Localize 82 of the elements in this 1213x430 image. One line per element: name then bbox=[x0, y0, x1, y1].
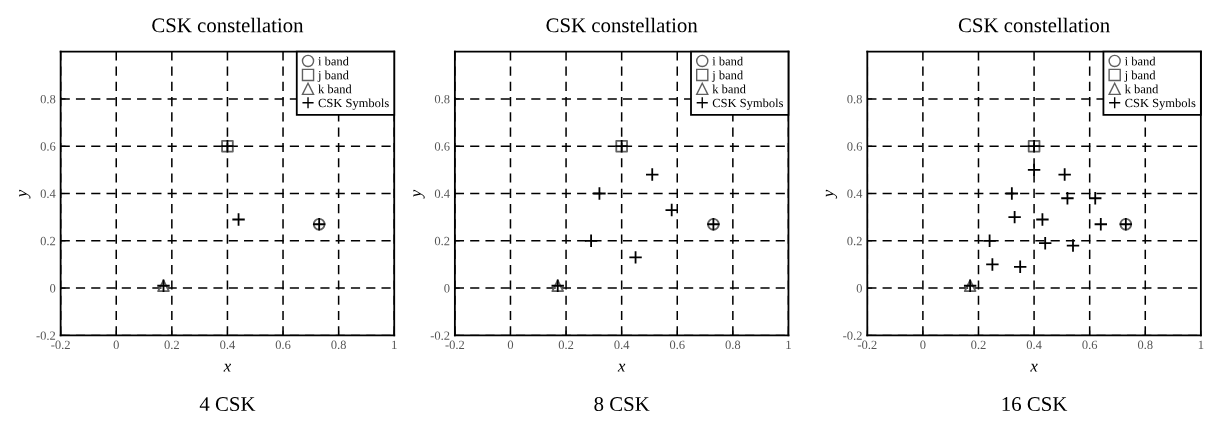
x-tick-label: 1 bbox=[1198, 340, 1204, 349]
x-axis-title: x bbox=[223, 363, 232, 372]
text: 8 CSK bbox=[594, 397, 650, 412]
x-tick-label: 0.6 bbox=[669, 340, 685, 350]
x-tick-label: 0.4 bbox=[1026, 340, 1042, 350]
x-tick-label: -0.2 bbox=[445, 340, 465, 350]
x-tick-label: 0.6 bbox=[1082, 340, 1098, 350]
legend-label: i band bbox=[318, 56, 349, 66]
y-tick-label: 0.4 bbox=[40, 189, 56, 199]
x-tick-label: 0.8 bbox=[725, 340, 741, 350]
x-tick-label: 0 bbox=[507, 340, 514, 350]
x-tick-label: -0.2 bbox=[857, 340, 877, 350]
point bbox=[1038, 236, 1053, 251]
y-tick-label: 0.2 bbox=[847, 236, 862, 246]
point bbox=[664, 202, 679, 218]
legend-label: j band bbox=[711, 70, 743, 82]
x-tick-label: 0.8 bbox=[1137, 340, 1153, 350]
y-axis-title: y bbox=[825, 189, 838, 199]
point bbox=[592, 186, 607, 201]
point bbox=[231, 212, 246, 227]
x-tick-label: 0.6 bbox=[275, 340, 291, 350]
x-tick-label: 1 bbox=[392, 340, 397, 349]
point bbox=[1007, 210, 1022, 225]
y-tick-label: 0.2 bbox=[40, 236, 56, 246]
x-tick-label: 0.2 bbox=[971, 340, 986, 350]
y-tick-label: 0 bbox=[856, 284, 862, 293]
point bbox=[1088, 191, 1103, 206]
chart-title: CSK constellation bbox=[546, 17, 698, 33]
legend-label: CSK Symbols bbox=[1125, 98, 1196, 110]
point bbox=[628, 250, 643, 265]
x-tick-label: 1 bbox=[786, 340, 791, 349]
legend-label: j band bbox=[317, 70, 349, 82]
point bbox=[1057, 167, 1072, 182]
y-tick-label: 0.2 bbox=[434, 236, 450, 246]
legend-label: j band bbox=[1124, 70, 1156, 82]
x-axis-title: x bbox=[617, 363, 626, 372]
y-tick-label: 0.6 bbox=[40, 142, 56, 151]
y-tick-label: -0.2 bbox=[36, 331, 56, 340]
y-tick-label: -0.2 bbox=[430, 331, 450, 340]
point bbox=[1026, 162, 1042, 177]
point bbox=[583, 233, 599, 248]
y-tick-label: -0.2 bbox=[843, 331, 862, 340]
y-tick-label: 0.6 bbox=[847, 142, 863, 151]
point bbox=[982, 233, 997, 248]
legend-label: k band bbox=[1124, 84, 1159, 94]
x-tick-label: 0 bbox=[920, 340, 926, 350]
y-tick-label: 0.4 bbox=[847, 189, 863, 199]
x-tick-label: 0 bbox=[113, 340, 119, 350]
point bbox=[1013, 259, 1028, 274]
legend-label: k band bbox=[318, 84, 352, 94]
y-tick-label: 0.6 bbox=[434, 142, 450, 151]
x-tick-label: -0.2 bbox=[51, 340, 70, 350]
text: 4 CSK bbox=[199, 397, 256, 412]
chart-title: CSK constellation bbox=[958, 17, 1110, 33]
y-tick-label: 0.4 bbox=[434, 189, 450, 199]
y-axis-title: y bbox=[19, 189, 31, 199]
y-tick-label: 0 bbox=[50, 284, 56, 293]
y-tick-label: 0 bbox=[444, 284, 450, 293]
legend-label: k band bbox=[712, 84, 746, 94]
y-axis-title: y bbox=[413, 189, 425, 199]
point bbox=[1060, 191, 1075, 206]
point bbox=[1065, 238, 1081, 253]
chart-title: CSK constellation bbox=[152, 17, 304, 33]
y-tick-label: 0.8 bbox=[434, 94, 450, 104]
y-tick-label: 0.8 bbox=[847, 94, 862, 104]
legend-label: CSK Symbols bbox=[318, 98, 389, 110]
x-axis-title: x bbox=[1030, 363, 1038, 372]
legend-label: i band bbox=[1124, 56, 1156, 66]
x-tick-label: 0.2 bbox=[164, 340, 179, 350]
point bbox=[1093, 217, 1108, 232]
x-tick-label: 0.2 bbox=[558, 340, 574, 350]
text: 16 CSK bbox=[1002, 397, 1068, 412]
x-tick-label: 0.4 bbox=[220, 340, 236, 350]
x-tick-label: 0.8 bbox=[331, 340, 346, 350]
y-tick-label: 0.8 bbox=[40, 94, 56, 104]
legend-label: CSK Symbols bbox=[712, 98, 783, 110]
x-tick-label: 0.4 bbox=[614, 340, 630, 350]
point bbox=[645, 167, 660, 182]
point bbox=[985, 257, 1000, 272]
legend-label: i band bbox=[712, 56, 743, 66]
point bbox=[1004, 186, 1019, 201]
point bbox=[1035, 212, 1050, 227]
